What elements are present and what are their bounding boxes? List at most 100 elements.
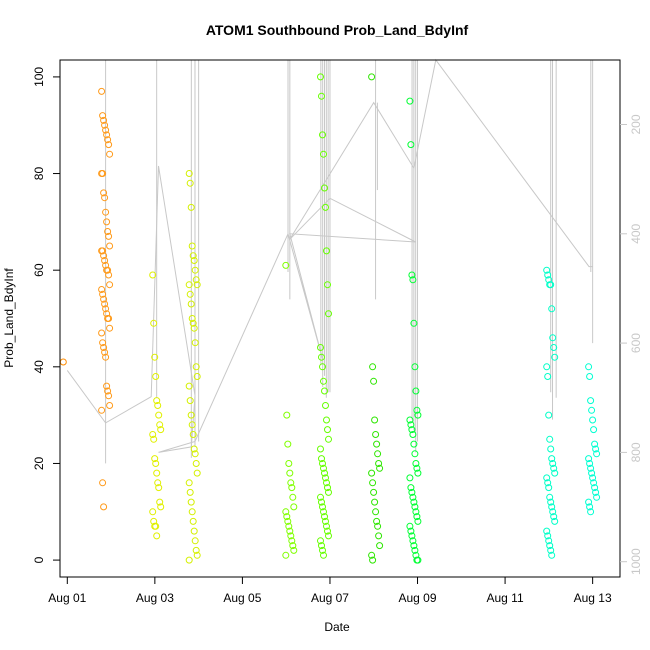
- data-point: [546, 435, 554, 443]
- data-point: [407, 484, 415, 492]
- data-point: [317, 73, 324, 81]
- data-point: [100, 116, 108, 124]
- data-point: [319, 546, 326, 554]
- data-point: [155, 411, 163, 419]
- data-point: [413, 406, 421, 414]
- data-point: [106, 281, 114, 289]
- x-tick-label: Aug 01: [48, 591, 86, 605]
- data-point: [409, 276, 417, 284]
- data-point: [59, 358, 67, 366]
- data-point: [98, 406, 106, 414]
- data-point: [289, 542, 297, 550]
- data-point: [546, 542, 554, 550]
- data-point: [190, 445, 198, 453]
- data-point: [283, 513, 291, 521]
- y-tick-label: 60: [32, 263, 46, 277]
- data-point: [188, 508, 196, 516]
- x-tick-label: Aug 09: [399, 591, 437, 605]
- data-point: [325, 488, 332, 496]
- data-point: [406, 97, 414, 105]
- data-point: [373, 440, 381, 448]
- data-point: [287, 479, 295, 487]
- data-point: [585, 363, 593, 371]
- data-point: [190, 527, 198, 535]
- data-point: [547, 546, 555, 554]
- data-point: [104, 387, 112, 395]
- data-point: [103, 131, 111, 139]
- data-point: [410, 542, 418, 550]
- data-point: [587, 397, 595, 405]
- data-point: [320, 150, 327, 158]
- data-point: [322, 402, 329, 409]
- data-point: [412, 387, 420, 395]
- data-point: [106, 402, 114, 409]
- data-point: [154, 479, 162, 487]
- data-point: [98, 87, 106, 95]
- data-point: [186, 397, 194, 405]
- data-point: [188, 421, 196, 429]
- data-point: [186, 290, 194, 298]
- data-point: [189, 319, 197, 327]
- data-point: [319, 503, 326, 511]
- data-point: [322, 517, 329, 525]
- data-point: [376, 542, 384, 550]
- right-tick-label: 800: [629, 442, 643, 462]
- y-tick-label: 40: [32, 360, 46, 374]
- data-point: [99, 290, 107, 298]
- data-point: [324, 527, 331, 535]
- data-point: [283, 411, 291, 419]
- data-point: [587, 508, 595, 516]
- data-point: [589, 416, 597, 424]
- data-point: [102, 208, 110, 216]
- data-point: [185, 556, 193, 564]
- data-point: [374, 450, 382, 458]
- data-point: [320, 377, 327, 385]
- data-point: [192, 460, 200, 467]
- data-point: [321, 184, 328, 192]
- data-point: [98, 329, 106, 337]
- data-point: [286, 527, 294, 535]
- data-point: [406, 416, 414, 424]
- data-point: [153, 397, 161, 405]
- data-point: [371, 498, 379, 506]
- data-point: [152, 460, 160, 467]
- data-point: [369, 479, 377, 487]
- data-point: [549, 460, 557, 467]
- data-point: [593, 493, 601, 501]
- data-point: [156, 498, 164, 506]
- data-point: [368, 73, 376, 81]
- data-point: [103, 218, 111, 226]
- x-axis: Aug 01 Aug 03 Aug 05 Aug 07 Aug 09 Aug 11 Aug …: [48, 577, 612, 605]
- data-point: [411, 363, 419, 371]
- data-point: [185, 170, 193, 177]
- data-point: [318, 455, 325, 463]
- data-point: [191, 537, 199, 545]
- data-point: [317, 537, 324, 545]
- data-point: [157, 503, 165, 511]
- data-point: [591, 484, 599, 492]
- data-point: [99, 339, 107, 347]
- data-point: [152, 522, 160, 530]
- data-point: [290, 503, 298, 511]
- right-axis: 200 400 600 800 1000: [620, 114, 643, 575]
- data-point: [317, 493, 324, 501]
- data-point: [323, 479, 330, 487]
- right-tick-label: 1000: [629, 548, 643, 575]
- secondary-line: [66, 58, 593, 453]
- data-point: [100, 295, 108, 303]
- data-point: [193, 373, 201, 380]
- data-point: [319, 131, 326, 139]
- right-tick-label: 200: [629, 114, 643, 134]
- data-point: [318, 498, 325, 506]
- data-point: [192, 546, 200, 554]
- y-axis: 0 20 40 60 80 100: [32, 67, 60, 563]
- data-point: [544, 479, 552, 487]
- data-point: [153, 532, 161, 540]
- data-point: [591, 440, 599, 448]
- data-point: [102, 126, 110, 134]
- data-point: [545, 484, 553, 492]
- data-point: [152, 373, 160, 380]
- data-point: [544, 532, 552, 540]
- data-point: [154, 402, 162, 409]
